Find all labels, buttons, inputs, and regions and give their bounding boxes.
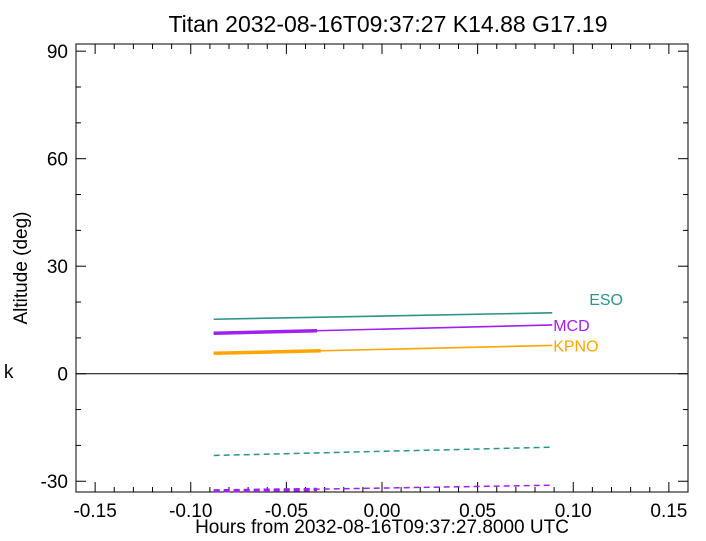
y-tick-label: 0	[57, 365, 68, 386]
y-tick-label: 90	[47, 42, 68, 63]
eso-transit-dashed-line	[213, 446, 553, 457]
eso-altitude-line	[213, 312, 553, 321]
mcd-altitude-thick-line	[213, 328, 318, 335]
side-label: k	[3, 362, 14, 384]
plot-frame	[75, 43, 689, 493]
eso-series-label: ESO	[589, 292, 623, 309]
x-tick-label: 0.00	[364, 501, 401, 522]
x-tick-label: 0.10	[555, 501, 592, 522]
x-tick-label: -0.15	[73, 501, 116, 522]
kpno-altitude-thick-line	[213, 349, 321, 356]
mcd-transit-dashed-thick-line	[213, 487, 317, 493]
x-tick-label: 0.15	[650, 501, 687, 522]
x-axis-label: Hours from 2032-08-16T09:37:27.8000 UTC	[195, 517, 569, 538]
chart-title: Titan 2032-08-16T09:37:27 K14.88 G17.19	[168, 11, 607, 37]
kpno-series-label: KPNO	[553, 338, 598, 355]
x-tick-label: -0.05	[265, 501, 308, 522]
x-tick-label: 0.05	[459, 501, 496, 522]
y-tick-label: -30	[41, 472, 68, 493]
mcd-series-label: MCD	[553, 318, 589, 335]
y-tick-label: 60	[47, 150, 68, 171]
y-tick-label: 30	[47, 257, 68, 278]
mcd-transit-dashed-line	[213, 484, 553, 492]
x-tick-label: -0.10	[169, 501, 212, 522]
y-axis-label: Altitude (deg)	[11, 211, 32, 324]
